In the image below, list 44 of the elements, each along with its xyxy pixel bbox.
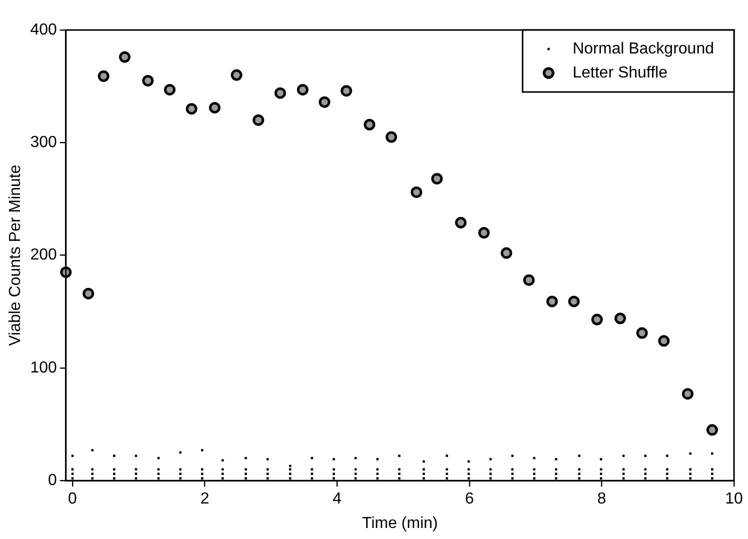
point [98, 70, 110, 82]
point [296, 84, 308, 96]
point [455, 216, 467, 228]
point [591, 314, 603, 326]
point [523, 274, 535, 286]
point [340, 85, 352, 97]
x-tick-label: 10 [725, 490, 743, 508]
point [682, 388, 694, 400]
legend-label: Letter Shuffle [572, 64, 668, 82]
point [431, 172, 443, 184]
point [706, 424, 718, 436]
x-tick-label: 8 [597, 490, 606, 508]
point [478, 227, 490, 239]
y-tick-label: 400 [30, 21, 57, 38]
x-tick-label: 0 [68, 490, 78, 508]
point [386, 131, 398, 143]
y-tick-label: 200 [30, 246, 57, 264]
point [208, 102, 220, 114]
point [230, 69, 242, 81]
point [500, 247, 512, 259]
point [614, 312, 626, 324]
point [142, 74, 154, 86]
point [186, 103, 198, 115]
point [568, 296, 580, 308]
point [658, 335, 670, 347]
point [252, 114, 264, 126]
y-axis-title: Viable Counts Per Minute [7, 164, 24, 346]
legend-label: Normal Background [572, 40, 714, 58]
x-tick-label: 2 [200, 490, 210, 508]
y-tick-label: 0 [48, 472, 57, 490]
point [119, 51, 131, 63]
point [82, 288, 94, 300]
y-tick-label: 100 [30, 359, 57, 376]
point [410, 186, 422, 198]
x-axis-title: Time (min) [362, 514, 438, 532]
point [546, 296, 558, 308]
point [274, 87, 286, 99]
x-tick-label: 6 [464, 490, 474, 508]
y-tick-label: 300 [30, 134, 57, 152]
x-tick-label: 4 [332, 490, 342, 508]
point [364, 118, 376, 130]
point [636, 327, 648, 339]
point [318, 96, 330, 108]
point [164, 84, 176, 96]
